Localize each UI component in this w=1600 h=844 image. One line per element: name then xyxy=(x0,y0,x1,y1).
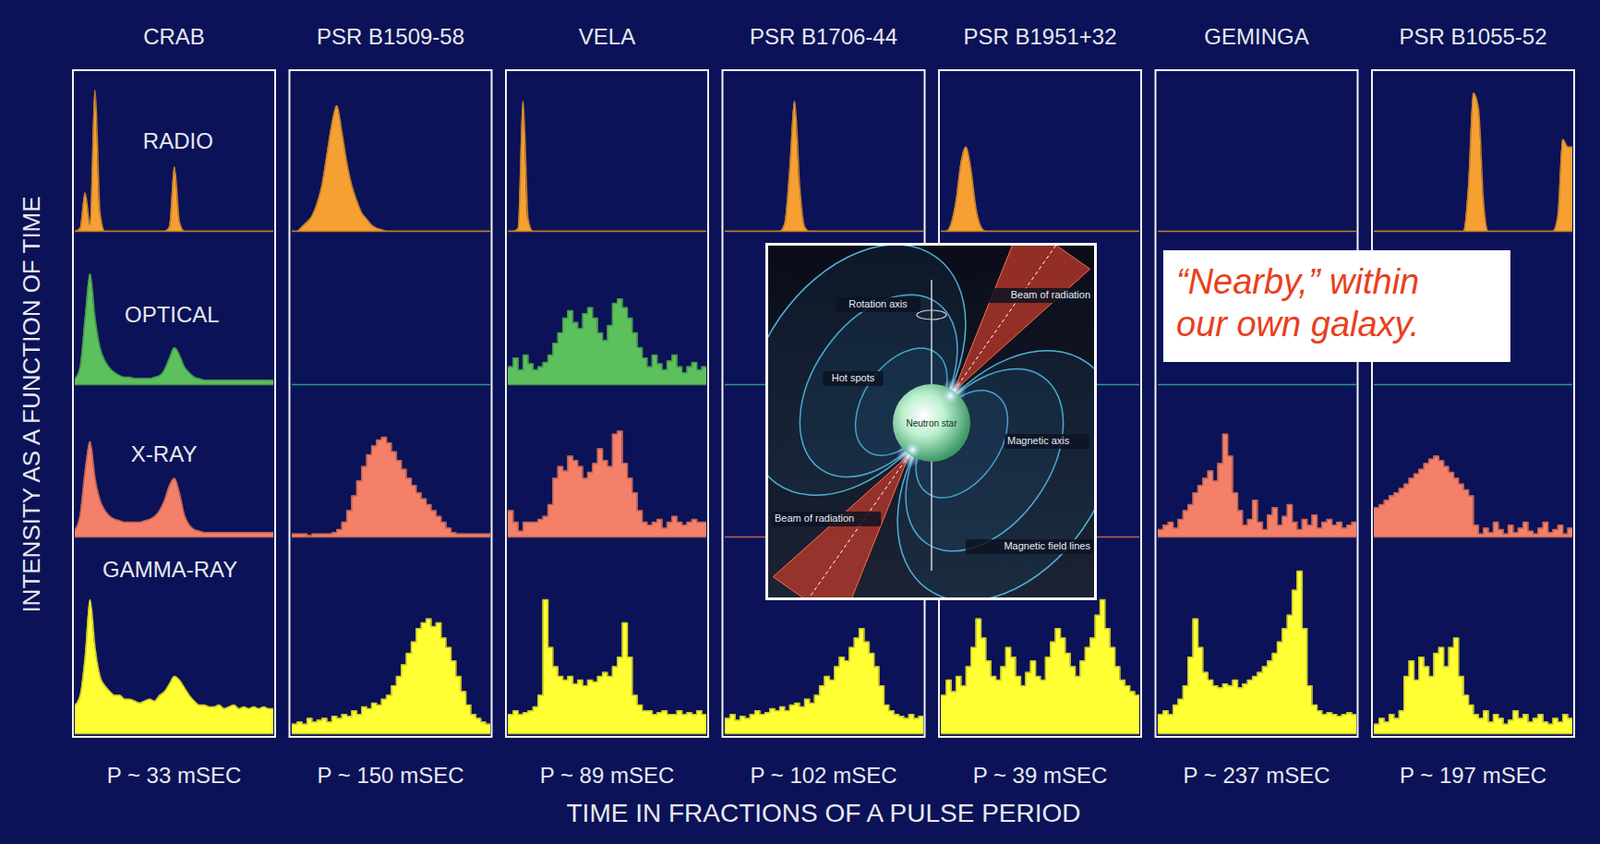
svg-text:PSR B1951+32: PSR B1951+32 xyxy=(962,24,1117,49)
html-text:“Nearby,” within our own galax: “Nearby,” within our own galaxy. xyxy=(1176,262,1420,344)
svg-text:P ~ 102 mSEC: P ~ 102 mSEC xyxy=(750,762,898,788)
svg-text:VELA: VELA xyxy=(578,24,636,49)
svg-text:X-RAY: X-RAY xyxy=(131,441,198,467)
svg-text:P ~ 150 mSEC: P ~ 150 mSEC xyxy=(317,762,465,788)
svg-text:OPTICAL: OPTICAL xyxy=(124,301,220,327)
svg-text:P ~ 197 mSEC: P ~ 197 mSEC xyxy=(1399,762,1547,788)
svg-text:P ~ 237 mSEC: P ~ 237 mSEC xyxy=(1183,762,1331,788)
svg-text:PSR B1055-52: PSR B1055-52 xyxy=(1398,24,1547,49)
svg-text:Beam of radiation: Beam of radiation xyxy=(1010,288,1091,301)
svg-text:Magnetic field lines: Magnetic field lines xyxy=(1003,540,1091,552)
svg-text:PSR B1509-58: PSR B1509-58 xyxy=(316,24,465,49)
svg-text:Magnetic axis: Magnetic axis xyxy=(1007,434,1071,446)
svg-text:Neutron star: Neutron star xyxy=(905,418,958,429)
svg-text:PSR B1706-44: PSR B1706-44 xyxy=(749,24,898,49)
svg-text:P ~ 89 mSEC: P ~ 89 mSEC xyxy=(540,762,675,788)
svg-text:INTENSITY AS A FUNCTION OF TIM: INTENSITY AS A FUNCTION OF TIME xyxy=(17,195,46,613)
svg-text:Beam of radiation: Beam of radiation xyxy=(774,512,855,524)
svg-text:RADIO: RADIO xyxy=(143,128,214,154)
svg-text:P ~ 39 mSEC: P ~ 39 mSEC xyxy=(973,762,1108,788)
svg-text:Hot spots: Hot spots xyxy=(831,372,876,384)
svg-text:CRAB: CRAB xyxy=(143,24,205,49)
svg-text:GAMMA-RAY: GAMMA-RAY xyxy=(102,556,238,582)
svg-text:TIME IN FRACTIONS OF A PULSE P: TIME IN FRACTIONS OF A PULSE PERIOD xyxy=(566,798,1082,828)
svg-text:GEMINGA: GEMINGA xyxy=(1203,24,1309,49)
svg-text:P ~ 33 mSEC: P ~ 33 mSEC xyxy=(107,762,242,788)
svg-text:Rotation axis: Rotation axis xyxy=(848,298,908,310)
